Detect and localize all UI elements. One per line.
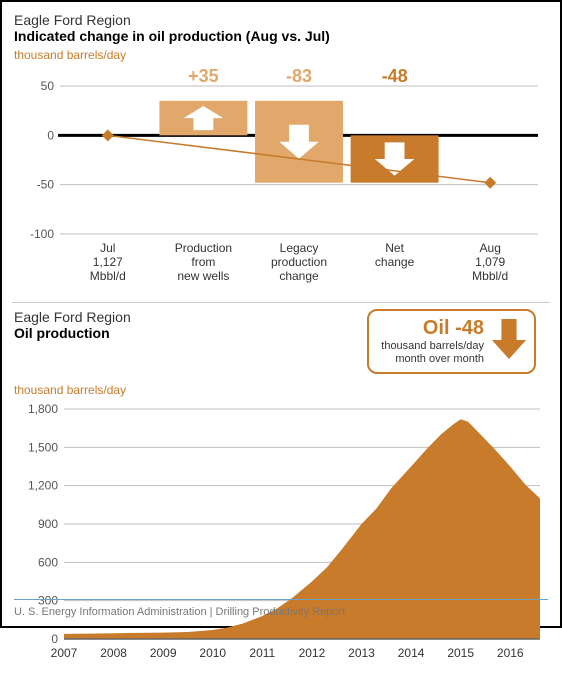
footer-text: U. S. Energy Information Administration … [14, 606, 345, 618]
svg-text:50: 50 [41, 79, 55, 93]
waterfall-chart: 500-50-100Jul1,127Mbbl/d+35Productionfro… [14, 66, 548, 296]
svg-text:2009: 2009 [150, 646, 177, 660]
svg-text:Mbbl/d: Mbbl/d [90, 269, 126, 283]
svg-text:1,079: 1,079 [475, 255, 505, 269]
svg-text:1,127: 1,127 [93, 255, 123, 269]
svg-text:production: production [271, 255, 327, 269]
top-region: Eagle Ford Region [14, 12, 548, 28]
svg-text:change: change [279, 269, 319, 283]
svg-text:-100: -100 [30, 227, 54, 241]
svg-text:+35: +35 [188, 66, 219, 86]
callout-sub2: month over month [381, 353, 484, 366]
svg-text:Mbbl/d: Mbbl/d [472, 269, 508, 283]
svg-text:Net: Net [385, 241, 404, 255]
svg-text:-50: -50 [37, 178, 55, 192]
svg-text:0: 0 [51, 632, 58, 646]
svg-text:1,500: 1,500 [28, 440, 58, 454]
callout-box: Oil -48 thousand barrels/day month over … [367, 309, 536, 374]
svg-text:2014: 2014 [398, 646, 425, 660]
svg-text:2008: 2008 [100, 646, 127, 660]
bottom-panel: Eagle Ford Region Oil production Oil -48… [14, 309, 548, 683]
svg-text:0: 0 [47, 128, 54, 142]
svg-text:2010: 2010 [199, 646, 226, 660]
svg-text:2015: 2015 [447, 646, 474, 660]
page: Eagle Ford Region Indicated change in oi… [0, 0, 562, 628]
svg-text:2016: 2016 [497, 646, 524, 660]
svg-text:-48: -48 [382, 66, 408, 86]
area-svg: 1,8001,5001,2009006003000200720082009201… [14, 403, 548, 663]
svg-text:-83: -83 [286, 66, 312, 86]
waterfall-svg: 500-50-100Jul1,127Mbbl/d+35Productionfro… [14, 66, 548, 296]
callout-sub1: thousand barrels/day [381, 340, 484, 353]
top-unit: thousand barrels/day [14, 48, 548, 62]
area-chart: 1,8001,5001,2009006003000200720082009201… [14, 403, 548, 683]
svg-text:from: from [191, 255, 215, 269]
svg-text:Legacy: Legacy [280, 241, 319, 255]
svg-text:Jul: Jul [100, 241, 115, 255]
svg-text:2011: 2011 [249, 646, 275, 660]
svg-text:2013: 2013 [348, 646, 375, 660]
svg-text:change: change [375, 255, 415, 269]
top-panel: Eagle Ford Region Indicated change in oi… [14, 12, 548, 296]
svg-text:2012: 2012 [299, 646, 326, 660]
callout-main: Oil -48 [381, 317, 484, 340]
svg-text:new wells: new wells [177, 269, 229, 283]
svg-text:600: 600 [38, 555, 58, 569]
bottom-unit: thousand barrels/day [14, 383, 548, 397]
svg-text:900: 900 [38, 517, 58, 531]
down-arrow-icon [490, 317, 528, 361]
svg-text:2007: 2007 [51, 646, 78, 660]
svg-text:Aug: Aug [480, 241, 501, 255]
panel-divider [12, 302, 550, 303]
footer: U. S. Energy Information Administration … [14, 599, 548, 618]
svg-text:Production: Production [175, 241, 232, 255]
svg-text:1,200: 1,200 [28, 479, 58, 493]
svg-text:1,800: 1,800 [28, 403, 58, 416]
top-title: Indicated change in oil production (Aug … [14, 28, 548, 44]
